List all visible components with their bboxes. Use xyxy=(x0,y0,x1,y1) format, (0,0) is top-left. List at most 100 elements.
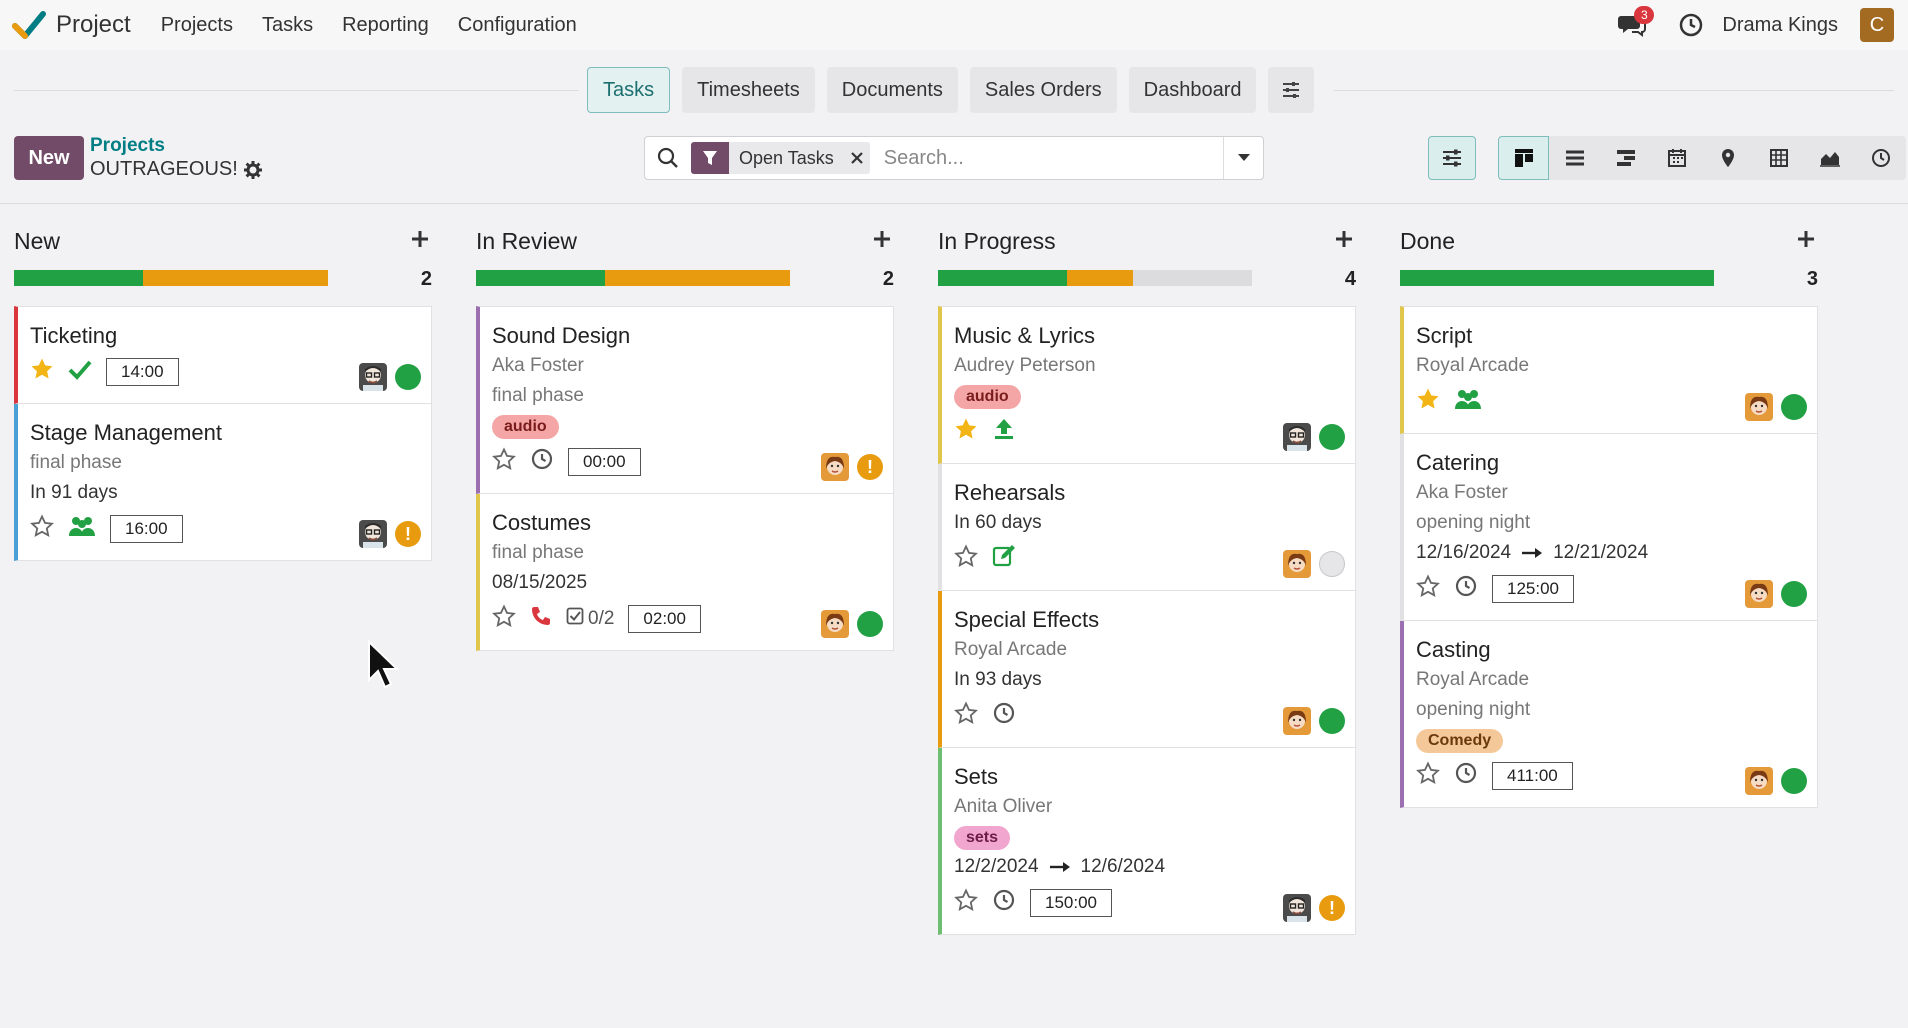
breadcrumb-projects[interactable]: Projects xyxy=(90,135,165,156)
view-list[interactable] xyxy=(1549,136,1600,180)
column-progress-bar[interactable] xyxy=(476,270,790,286)
menu-reporting[interactable]: Reporting xyxy=(342,13,429,36)
assignee-avatar[interactable] xyxy=(1283,894,1311,922)
column-progress-bar[interactable] xyxy=(14,270,328,286)
star-icon[interactable] xyxy=(1416,761,1440,791)
view-map[interactable] xyxy=(1702,136,1753,180)
search-options-toggle[interactable] xyxy=(1223,137,1263,179)
search-input[interactable] xyxy=(883,146,1204,170)
progress-segment-in-progress[interactable] xyxy=(1066,270,1133,286)
progress-segment-done[interactable] xyxy=(14,270,143,286)
allocated-time[interactable]: 00:00 xyxy=(568,448,641,476)
progress-segment-done[interactable] xyxy=(938,270,1067,286)
task-card[interactable]: Script Royal Arcade xyxy=(1400,306,1818,434)
status-dot[interactable] xyxy=(857,611,883,637)
assignee-avatar[interactable] xyxy=(1283,550,1311,578)
menu-tasks[interactable]: Tasks xyxy=(261,13,314,36)
assignee-avatar[interactable] xyxy=(821,453,849,481)
status-dot[interactable] xyxy=(395,364,421,390)
view-kanban[interactable] xyxy=(1498,136,1549,180)
status-dot[interactable] xyxy=(1319,551,1345,577)
progress-segment-in-progress[interactable] xyxy=(142,270,328,286)
star-icon[interactable] xyxy=(492,447,516,477)
star-filled-icon[interactable] xyxy=(30,357,54,387)
clock-icon[interactable] xyxy=(530,447,554,477)
view-calendar[interactable] xyxy=(1651,136,1702,180)
task-card[interactable]: Stage Management final phase In 91 days 16:… xyxy=(14,404,432,561)
task-card[interactable]: Rehearsals In 60 days xyxy=(938,464,1356,591)
tab-sales-orders[interactable]: Sales Orders xyxy=(969,67,1117,113)
menu-configuration[interactable]: Configuration xyxy=(457,13,577,36)
tab-timesheets[interactable]: Timesheets xyxy=(682,67,815,113)
gear-icon[interactable] xyxy=(243,160,262,179)
allocated-time[interactable]: 14:00 xyxy=(106,358,179,386)
allocated-time[interactable]: 411:00 xyxy=(1492,762,1573,790)
add-card-button[interactable] xyxy=(1796,229,1818,251)
people-icon[interactable] xyxy=(1454,388,1482,416)
task-card[interactable]: Music & Lyrics Audrey Peterson audio xyxy=(938,306,1356,464)
user-avatar[interactable]: C xyxy=(1860,8,1894,42)
column-title[interactable]: New xyxy=(14,228,61,254)
status-dot[interactable] xyxy=(1781,394,1807,420)
column-title[interactable]: Done xyxy=(1400,228,1455,254)
view-gantt[interactable] xyxy=(1600,136,1651,180)
star-icon[interactable] xyxy=(954,888,978,918)
warning-state-icon[interactable]: ! xyxy=(395,521,421,547)
assignee-avatar[interactable] xyxy=(821,610,849,638)
tab-settings[interactable] xyxy=(1268,67,1315,113)
task-card[interactable]: Costumes final phase 08/15/2025 0/2 02:00 xyxy=(476,494,894,651)
clock-icon[interactable] xyxy=(1454,574,1478,604)
upload-icon[interactable] xyxy=(992,417,1016,447)
assignee-avatar[interactable] xyxy=(1283,423,1311,451)
progress-segment-in-progress[interactable] xyxy=(604,270,790,286)
assignee-avatar[interactable] xyxy=(359,520,387,548)
view-graph[interactable] xyxy=(1804,136,1855,180)
allocated-time[interactable]: 150:00 xyxy=(1030,889,1112,917)
add-card-button[interactable] xyxy=(872,229,894,251)
search-icon[interactable] xyxy=(657,147,679,169)
view-activity[interactable] xyxy=(1855,136,1906,180)
star-icon[interactable] xyxy=(30,514,54,544)
star-filled-icon[interactable] xyxy=(1416,387,1440,417)
activity-clock-icon[interactable] xyxy=(1678,12,1704,38)
column-title[interactable]: In Progress xyxy=(938,228,1056,254)
filters-panel-button[interactable] xyxy=(1428,136,1476,180)
task-card[interactable]: Casting Royal Arcade opening night Comedy 41… xyxy=(1400,621,1818,808)
assignee-avatar[interactable] xyxy=(1745,580,1773,608)
allocated-time[interactable]: 02:00 xyxy=(628,605,701,633)
progress-segment-done[interactable] xyxy=(476,270,605,286)
column-title[interactable]: In Review xyxy=(476,228,577,254)
edit-icon[interactable] xyxy=(992,544,1016,574)
progress-segment-done[interactable] xyxy=(1400,270,1714,286)
warning-state-icon[interactable]: ! xyxy=(857,454,883,480)
warning-state-icon[interactable]: ! xyxy=(1319,895,1345,921)
menu-projects[interactable]: Projects xyxy=(160,13,233,36)
allocated-time[interactable]: 16:00 xyxy=(110,515,183,543)
clock-icon[interactable] xyxy=(992,701,1016,731)
subtask-counter[interactable]: 0/2 xyxy=(566,607,614,631)
add-card-button[interactable] xyxy=(410,229,432,251)
star-icon[interactable] xyxy=(954,701,978,731)
tab-tasks[interactable]: Tasks xyxy=(587,67,671,113)
app-brand[interactable]: Project xyxy=(12,8,161,42)
assignee-avatar[interactable] xyxy=(359,363,387,391)
clock-icon[interactable] xyxy=(992,888,1016,918)
task-card[interactable]: Sets Anita Oliver sets 12/2/2024 12/6/2024 15… xyxy=(938,748,1356,935)
remove-facet-button[interactable] xyxy=(844,142,870,174)
task-card[interactable]: Ticketing 14:00 xyxy=(14,306,432,404)
column-progress-bar[interactable] xyxy=(1400,270,1714,286)
tab-dashboard[interactable]: Dashboard xyxy=(1128,67,1257,113)
star-icon[interactable] xyxy=(954,544,978,574)
new-task-button[interactable]: New xyxy=(14,136,84,180)
status-dot[interactable] xyxy=(1781,581,1807,607)
view-pivot[interactable] xyxy=(1753,136,1804,180)
task-card[interactable]: Catering Aka Foster opening night 12/16/202… xyxy=(1400,434,1818,621)
assignee-avatar[interactable] xyxy=(1745,393,1773,421)
column-progress-bar[interactable] xyxy=(938,270,1252,286)
messages-button[interactable]: 3 xyxy=(1618,6,1655,40)
check-icon[interactable] xyxy=(68,358,92,386)
status-dot[interactable] xyxy=(1781,768,1807,794)
star-icon[interactable] xyxy=(1416,574,1440,604)
task-card[interactable]: Special Effects Royal Arcade In 93 days xyxy=(938,591,1356,748)
allocated-time[interactable]: 125:00 xyxy=(1492,575,1574,603)
